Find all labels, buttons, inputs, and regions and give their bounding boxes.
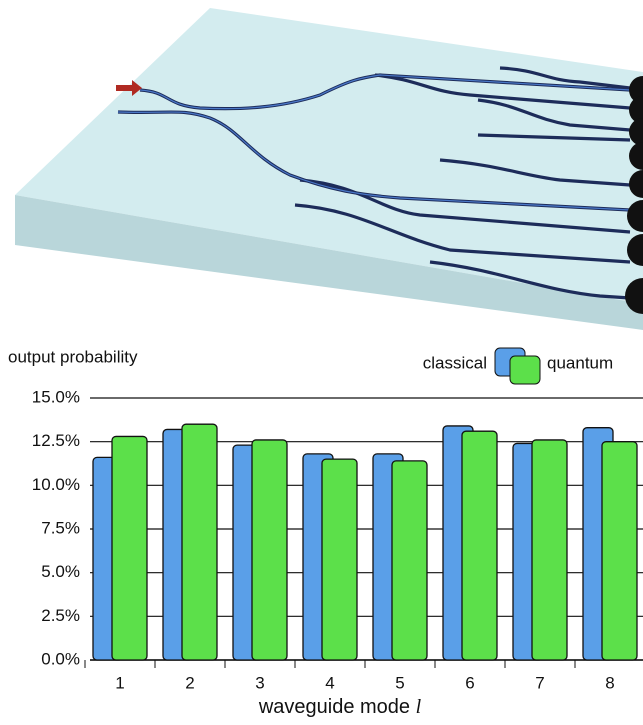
bar <box>392 461 427 660</box>
x-tick-label: 3 <box>255 673 264 692</box>
y-tick-label: 7.5% <box>41 518 80 537</box>
figure: output probability waveguide mode l 0.0%… <box>0 0 643 725</box>
bar <box>252 440 287 660</box>
bar <box>322 459 357 660</box>
x-axis-label-symbol: l <box>416 696 422 718</box>
y-tick-label: 15.0% <box>32 387 80 406</box>
bar <box>462 431 497 660</box>
y-tick-label: 12.5% <box>32 431 80 450</box>
y-tick-label: 2.5% <box>41 606 80 625</box>
x-tick-label: 8 <box>605 673 614 692</box>
x-tick-label: 4 <box>325 673 334 692</box>
x-tick-label: 6 <box>465 673 474 692</box>
legend-label: quantum <box>547 353 613 372</box>
waveguide-illustration <box>15 8 643 330</box>
x-tick-label: 7 <box>535 673 544 692</box>
x-tick-label: 1 <box>115 673 124 692</box>
y-tick-label: 5.0% <box>41 562 80 581</box>
bar <box>532 440 567 660</box>
x-axis-label-text: waveguide mode <box>258 696 410 718</box>
legend-label: classical <box>423 353 487 372</box>
bar <box>602 442 637 660</box>
x-tick-label: 2 <box>185 673 194 692</box>
y-tick-label: 0.0% <box>41 649 80 668</box>
y-axis-label: output probability <box>8 347 138 366</box>
y-tick-label: 10.0% <box>32 475 80 494</box>
x-axis-label: waveguide mode l <box>258 696 422 719</box>
bar <box>182 424 217 660</box>
bar <box>112 436 147 660</box>
x-tick-label: 5 <box>395 673 404 692</box>
legend-swatch <box>510 356 540 384</box>
